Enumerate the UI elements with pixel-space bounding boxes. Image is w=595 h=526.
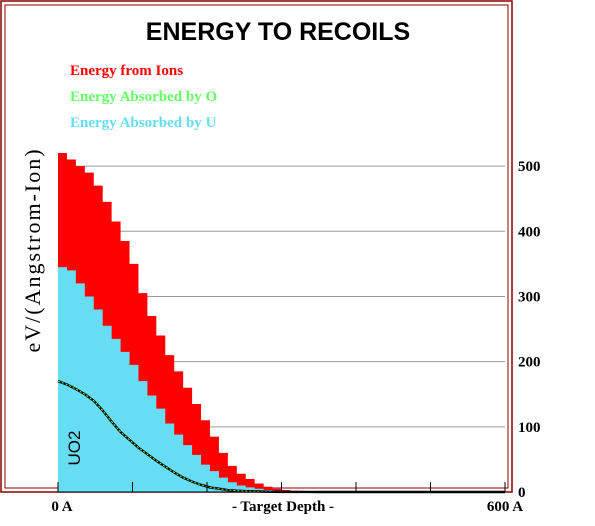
y-tick-label: 300 bbox=[518, 289, 541, 305]
legend-ions: Energy from Ions bbox=[70, 63, 183, 79]
legend-uranium: Energy Absorbed by U bbox=[70, 115, 216, 131]
y-tick-label: 500 bbox=[518, 159, 541, 175]
x-tick-label-end: 600 A bbox=[487, 499, 523, 515]
x-tick-label-start: 0 A bbox=[51, 499, 72, 515]
plot-areas bbox=[57, 153, 505, 494]
y-tick-labels: 0 100 200 300 400 500 bbox=[518, 159, 541, 501]
x-ticks bbox=[57, 482, 506, 492]
chart-title: ENERGY TO RECOILS bbox=[146, 18, 410, 46]
area-energy-from-ions bbox=[58, 153, 505, 492]
y-tick-label: 0 bbox=[518, 485, 526, 501]
y-tick-label: 200 bbox=[518, 355, 541, 371]
material-label: UO2 bbox=[65, 431, 84, 466]
y-tick-label: 100 bbox=[518, 420, 541, 436]
y-axis-label: eV/(Angstrom-Ion) bbox=[20, 147, 45, 352]
legend-oxygen: Energy Absorbed by O bbox=[70, 89, 217, 105]
x-axis-label: - Target Depth - bbox=[232, 499, 334, 515]
y-tick-label: 400 bbox=[518, 224, 541, 240]
area-absorbed-by-u bbox=[58, 267, 505, 492]
